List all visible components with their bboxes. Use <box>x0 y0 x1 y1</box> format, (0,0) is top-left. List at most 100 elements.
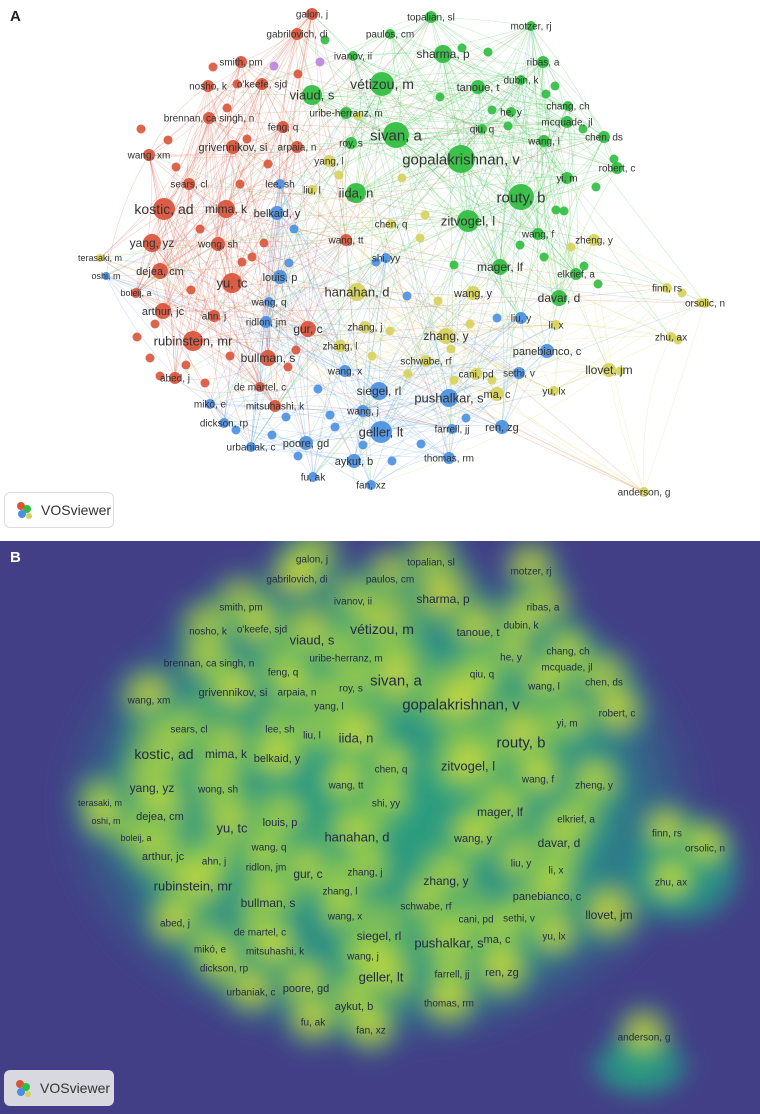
node-marker[interactable] <box>598 131 610 143</box>
node-marker[interactable] <box>435 92 445 102</box>
node-marker[interactable] <box>211 237 225 251</box>
node-marker[interactable] <box>203 112 215 124</box>
node-marker[interactable] <box>516 75 526 85</box>
node-marker[interactable] <box>325 410 335 420</box>
node-marker[interactable] <box>367 351 377 361</box>
node-marker[interactable] <box>593 279 603 289</box>
node-marker[interactable] <box>219 418 229 428</box>
node-marker[interactable] <box>515 240 525 250</box>
node-marker[interactable] <box>381 253 391 263</box>
node-marker[interactable] <box>306 8 318 20</box>
node-marker[interactable] <box>171 162 181 172</box>
node-marker[interactable] <box>275 179 285 189</box>
node-marker[interactable] <box>483 47 493 57</box>
node-marker[interactable] <box>477 124 487 134</box>
node-marker[interactable] <box>267 430 277 440</box>
node-marker[interactable] <box>551 320 561 330</box>
node-marker[interactable] <box>549 386 559 396</box>
node-marker[interactable] <box>320 35 330 45</box>
node-marker[interactable] <box>346 183 366 203</box>
node-marker[interactable] <box>541 89 551 99</box>
node-marker[interactable] <box>302 85 322 105</box>
node-marker[interactable] <box>611 162 623 174</box>
node-marker[interactable] <box>136 124 146 134</box>
node-marker[interactable] <box>416 439 426 449</box>
node-marker[interactable] <box>299 436 313 450</box>
node-marker[interactable] <box>561 172 573 184</box>
node-marker[interactable] <box>181 360 191 370</box>
node-marker[interactable] <box>208 62 218 72</box>
node-marker[interactable] <box>348 51 358 61</box>
node-marker[interactable] <box>340 234 352 246</box>
node-marker[interactable] <box>602 363 616 377</box>
node-marker[interactable] <box>434 45 452 63</box>
node-marker[interactable] <box>563 101 573 111</box>
node-marker[interactable] <box>357 405 369 417</box>
node-marker[interactable] <box>490 387 504 401</box>
node-marker[interactable] <box>330 422 340 432</box>
node-marker[interactable] <box>273 270 287 284</box>
node-marker[interactable] <box>277 121 289 133</box>
node-marker[interactable] <box>457 210 479 232</box>
node-marker[interactable] <box>235 179 245 189</box>
node-marker[interactable] <box>264 297 274 307</box>
node-marker[interactable] <box>609 154 619 164</box>
node-marker[interactable] <box>291 141 303 153</box>
node-marker[interactable] <box>347 454 361 468</box>
node-marker[interactable] <box>461 413 471 423</box>
node-marker[interactable] <box>353 111 363 121</box>
node-marker[interactable] <box>443 452 455 464</box>
node-marker[interactable] <box>195 224 205 234</box>
node-marker[interactable] <box>591 182 601 192</box>
node-marker[interactable] <box>237 257 247 267</box>
node-marker[interactable] <box>579 261 589 271</box>
node-marker[interactable] <box>300 321 316 337</box>
node-marker[interactable] <box>293 69 303 79</box>
node-marker[interactable] <box>487 105 497 115</box>
node-marker[interactable] <box>155 371 165 381</box>
node-marker[interactable] <box>281 412 291 422</box>
node-marker[interactable] <box>420 355 432 367</box>
node-marker[interactable] <box>526 21 536 31</box>
node-marker[interactable] <box>205 399 215 409</box>
node-marker[interactable] <box>145 353 155 363</box>
node-marker[interactable] <box>143 234 161 252</box>
node-marker[interactable] <box>131 288 141 298</box>
node-marker[interactable] <box>247 252 257 262</box>
node-marker[interactable] <box>466 286 480 300</box>
node-marker[interactable] <box>183 331 203 351</box>
node-marker[interactable] <box>471 80 485 94</box>
node-marker[interactable] <box>270 206 284 220</box>
node-marker[interactable] <box>561 116 573 128</box>
node-marker[interactable] <box>96 254 104 262</box>
node-marker[interactable] <box>492 259 508 275</box>
node-marker[interactable] <box>370 72 394 96</box>
node-marker[interactable] <box>183 178 195 190</box>
node-marker[interactable] <box>256 78 268 90</box>
node-marker[interactable] <box>449 375 459 385</box>
node-marker[interactable] <box>700 298 710 308</box>
node-marker[interactable] <box>102 272 110 280</box>
node-marker[interactable] <box>402 291 412 301</box>
node-marker[interactable] <box>538 135 550 147</box>
node-marker[interactable] <box>291 28 303 40</box>
node-marker[interactable] <box>315 57 325 67</box>
node-marker[interactable] <box>385 29 395 39</box>
node-marker[interactable] <box>293 451 303 461</box>
node-marker[interactable] <box>348 283 366 301</box>
node-marker[interactable] <box>677 288 687 298</box>
node-marker[interactable] <box>449 260 459 270</box>
node-marker[interactable] <box>152 263 168 279</box>
node-marker[interactable] <box>425 11 437 23</box>
node-marker[interactable] <box>465 319 475 329</box>
node-marker[interactable] <box>492 313 502 323</box>
node-marker[interactable] <box>415 233 425 243</box>
node-marker[interactable] <box>539 252 549 262</box>
node-marker[interactable] <box>242 134 252 144</box>
node-marker[interactable] <box>307 185 317 195</box>
node-marker[interactable] <box>226 140 240 154</box>
node-marker[interactable] <box>200 378 210 388</box>
node-marker[interactable] <box>506 107 516 117</box>
node-marker[interactable] <box>186 285 196 295</box>
node-marker[interactable] <box>202 80 214 92</box>
